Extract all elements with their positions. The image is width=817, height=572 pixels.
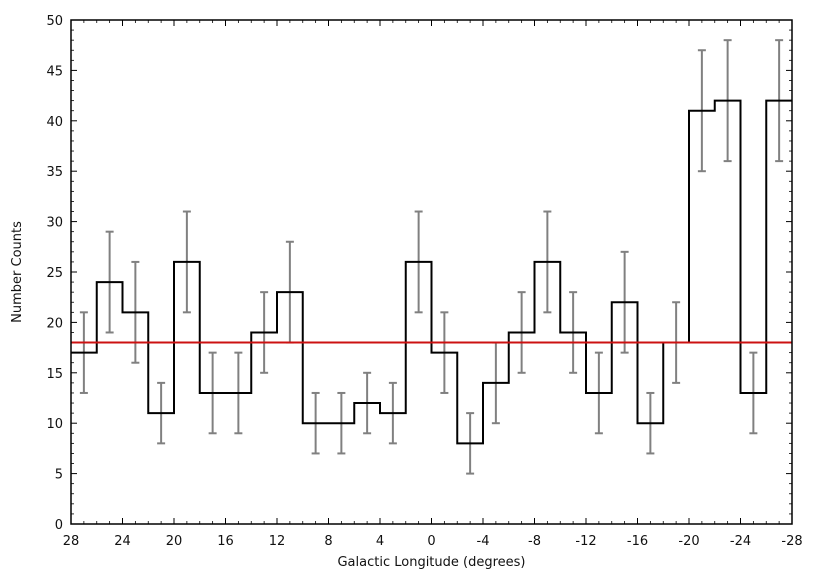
y-tick-label: 40 [46, 115, 63, 130]
x-tick-label: 4 [376, 534, 384, 549]
y-tick-label: 45 [46, 64, 63, 79]
y-tick-label: 0 [55, 518, 63, 533]
x-tick-label: -8 [528, 534, 541, 549]
y-tick-label: 15 [46, 367, 63, 382]
y-tick-label: 50 [46, 14, 63, 29]
x-tick-label: -20 [678, 534, 699, 549]
x-tick-label: 8 [324, 534, 332, 549]
x-tick-label: 28 [63, 534, 80, 549]
y-tick-label: 10 [46, 417, 63, 432]
x-axis-title: Galactic Longitude (degrees) [337, 555, 525, 570]
y-tick-label: 5 [55, 468, 63, 483]
x-tick-label: 12 [269, 534, 286, 549]
histogram-step-line [71, 99, 792, 445]
x-tick-label: 0 [427, 534, 435, 549]
y-tick-label: 35 [46, 165, 63, 180]
x-tick-label: -28 [781, 534, 802, 549]
x-tick-label: 16 [217, 534, 234, 549]
x-tick-label: -12 [575, 534, 596, 549]
x-tick-label: -16 [627, 534, 648, 549]
y-tick-label: 20 [46, 316, 63, 331]
plot-frame [70, 19, 793, 525]
x-axis-ticks: 28 24 20 16 12 8 4 0 -4 -8 -12 -16 -20 -24 -28 [63, 20, 803, 549]
x-tick-label: -24 [730, 534, 751, 549]
y-tick-label: 25 [46, 266, 63, 281]
x-tick-label: -4 [477, 534, 490, 549]
y-tick-label: 30 [46, 216, 63, 231]
x-tick-label: 20 [166, 534, 183, 549]
error-bars [79, 39, 784, 475]
x-tick-label: 24 [114, 534, 131, 549]
y-axis-title: Number Counts [10, 221, 25, 323]
